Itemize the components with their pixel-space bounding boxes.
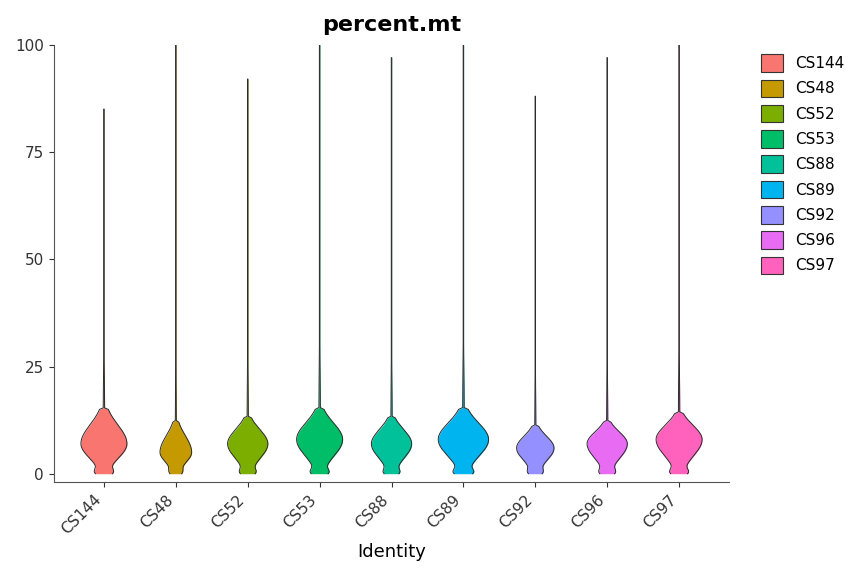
X-axis label: Identity: Identity <box>357 543 426 561</box>
Title: percent.mt: percent.mt <box>322 15 461 35</box>
Legend: CS144, CS48, CS52, CS53, CS88, CS89, CS92, CS96, CS97: CS144, CS48, CS52, CS53, CS88, CS89, CS9… <box>755 48 850 281</box>
